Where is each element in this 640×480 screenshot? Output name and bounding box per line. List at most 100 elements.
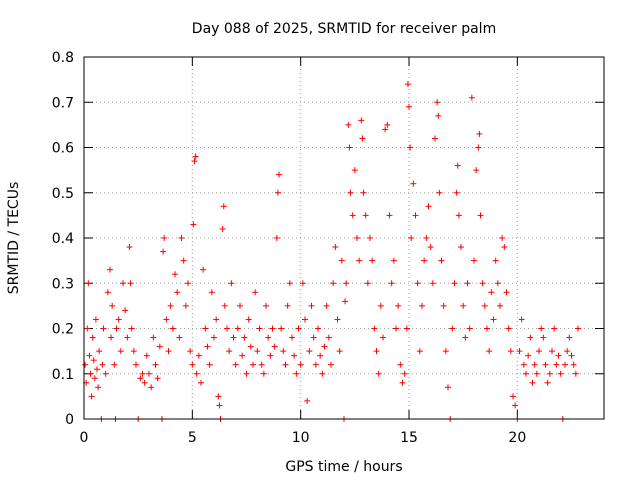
data-point	[219, 225, 226, 232]
data-point	[117, 348, 124, 355]
x-tick-label: 15	[400, 430, 418, 446]
data-point	[90, 357, 97, 364]
data-point	[442, 348, 449, 355]
data-point	[425, 203, 432, 210]
data-point	[518, 316, 525, 323]
data-point	[575, 325, 581, 332]
data-point	[421, 257, 428, 264]
chart-title: Day 088 of 2025, SRMTID for receiver pal…	[192, 21, 496, 37]
x-axis-label: GPS time / hours	[285, 459, 402, 475]
data-point	[295, 325, 302, 332]
data-point	[505, 325, 512, 332]
data-point	[150, 334, 157, 341]
y-tick-label: 0.5	[52, 186, 74, 202]
y-tick-label: 0.1	[52, 367, 74, 383]
data-point	[549, 348, 555, 355]
data-point	[570, 361, 577, 368]
data-point	[256, 325, 263, 332]
data-point	[82, 361, 89, 368]
data-point	[445, 384, 451, 391]
data-point	[359, 135, 366, 142]
data-point	[375, 370, 382, 377]
data-point	[220, 203, 227, 210]
y-tick-label: 0	[65, 412, 74, 428]
data-point	[317, 352, 324, 359]
data-point	[130, 348, 137, 355]
data-point	[99, 361, 106, 368]
data-point	[282, 361, 289, 368]
data-point	[479, 280, 486, 287]
data-point	[102, 370, 109, 377]
data-point	[540, 334, 547, 341]
data-point	[89, 334, 96, 341]
data-point	[165, 348, 172, 355]
data-point	[271, 343, 278, 350]
data-points	[82, 81, 581, 422]
data-point	[152, 361, 159, 368]
data-point	[354, 235, 360, 241]
data-point	[310, 334, 317, 341]
data-point	[566, 334, 573, 341]
data-point	[254, 348, 261, 355]
data-point	[438, 257, 445, 264]
data-point	[127, 280, 134, 287]
data-point	[453, 189, 460, 196]
data-point	[416, 348, 423, 355]
data-point	[557, 370, 564, 377]
data-point	[137, 375, 144, 382]
data-point	[180, 257, 187, 264]
y-tick-label: 0.7	[52, 95, 74, 111]
data-point	[476, 130, 483, 137]
data-point	[432, 135, 438, 142]
data-point	[523, 370, 529, 377]
data-point	[280, 348, 287, 355]
data-point	[484, 325, 490, 332]
data-point	[371, 325, 378, 332]
data-point	[87, 370, 94, 377]
data-point	[407, 144, 414, 151]
data-point	[373, 348, 380, 355]
x-tick-label: 10	[292, 430, 310, 446]
data-point	[247, 343, 254, 350]
data-point	[471, 257, 477, 264]
data-point	[230, 334, 237, 341]
data-point	[423, 235, 430, 241]
data-point	[434, 99, 441, 106]
data-point	[542, 361, 549, 368]
data-point	[553, 361, 560, 368]
data-point	[204, 343, 211, 350]
data-point	[174, 289, 181, 296]
data-point	[380, 334, 386, 341]
data-point	[302, 316, 308, 323]
data-point	[297, 361, 304, 368]
data-point	[216, 402, 223, 409]
data-point	[250, 361, 256, 368]
x-tick-label: 20	[508, 430, 526, 446]
data-point	[397, 361, 404, 368]
data-point	[109, 302, 116, 309]
data-point	[107, 266, 113, 273]
data-point	[139, 370, 146, 377]
data-point	[419, 302, 425, 309]
data-point	[319, 370, 326, 377]
data-point	[455, 212, 462, 219]
data-point	[384, 121, 391, 128]
data-point	[488, 289, 495, 296]
data-point	[172, 271, 178, 278]
data-point	[510, 393, 516, 400]
data-point	[486, 348, 493, 355]
data-point	[395, 302, 402, 309]
data-point	[481, 302, 488, 309]
data-point	[154, 375, 161, 382]
data-point	[529, 379, 536, 386]
data-point	[160, 248, 167, 255]
data-point	[143, 352, 150, 359]
data-point	[96, 348, 103, 355]
data-point	[503, 289, 510, 296]
axis-ticks: 0 0.1 0.2 0.3 0.4 0.5 0.6 0.7 0.8 0 5 10 15 20	[52, 50, 604, 446]
data-point	[330, 280, 337, 287]
data-point	[347, 189, 354, 196]
data-point	[133, 361, 139, 368]
data-point	[349, 212, 356, 219]
data-point	[393, 325, 399, 332]
